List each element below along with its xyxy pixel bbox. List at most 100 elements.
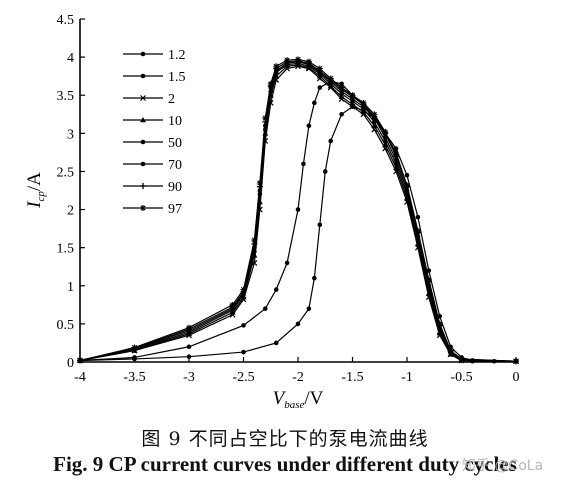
data-point-1.5 (273, 287, 279, 292)
data-point-1.2 (312, 275, 317, 281)
legend-entry-50: 50 (123, 136, 182, 151)
chart-axis-labels: Vbase/V Icp/A (24, 172, 324, 411)
data-point-97 (338, 84, 345, 91)
chart-axes (79, 19, 516, 363)
data-point-1.2 (404, 172, 410, 178)
y-tick-label: 0.5 (57, 318, 75, 333)
data-point-1.2 (295, 321, 301, 327)
legend-label: 90 (168, 180, 182, 195)
data-point-97 (186, 324, 192, 331)
legend-marker (140, 205, 146, 211)
data-point-97 (393, 151, 400, 158)
x-tick-label: -2 (292, 370, 304, 385)
data-point-1.2 (426, 268, 432, 273)
data-point-1.2 (186, 354, 192, 359)
x-tick-label: -1 (401, 370, 413, 385)
x-tick-label: -0.5 (450, 370, 472, 385)
data-point-97 (349, 92, 356, 99)
x-tick-label: -3 (183, 370, 195, 385)
data-point-1.5 (301, 161, 306, 167)
data-point-97 (295, 56, 301, 63)
legend-marker (140, 73, 146, 79)
series-10 (77, 61, 519, 364)
legend-label: 70 (168, 158, 182, 173)
data-point-97 (404, 182, 410, 189)
legend-marker (140, 139, 146, 145)
data-point-10 (382, 141, 389, 148)
data-point-97 (284, 57, 291, 64)
legend-entry-70: 70 (123, 158, 182, 173)
x-tick-label: -1.5 (341, 370, 363, 385)
chart-ticks: -4 -3.5 -3 -2.5 -2 -1.5 -1 -0.5 0 0 0.5 1 1.5 2 2.5 3 3.… (57, 13, 520, 385)
data-point-97 (425, 276, 432, 283)
legend-entry-90: 90 (123, 180, 182, 195)
data-point-97 (240, 286, 247, 293)
series-line-50 (79, 62, 517, 362)
y-tick-label: 0 (67, 356, 74, 371)
legend-marker (140, 161, 146, 167)
chart-legend: 1.2 1.5 2 10 50 70 90 97 (123, 48, 186, 217)
data-point-1.2 (339, 111, 344, 117)
data-point-97 (131, 344, 138, 351)
data-point-97 (447, 347, 454, 354)
legend-entry-1.2: 1.2 (123, 48, 186, 63)
data-point-10 (360, 108, 367, 115)
data-point-1.5 (339, 81, 344, 87)
data-point-1.5 (186, 344, 192, 350)
data-point-97 (305, 58, 312, 65)
data-point-97 (316, 65, 323, 72)
y-tick-label: 3 (67, 127, 74, 142)
data-point-1.5 (263, 306, 268, 311)
legend-label: 97 (168, 202, 182, 217)
y-axis-label: Icp/A (24, 172, 47, 209)
data-point-1.2 (273, 340, 279, 346)
legend-label: 2 (168, 92, 175, 107)
figure-caption-english: Fig. 9 CP current curves under different… (53, 452, 517, 476)
x-tick-label: 0 (513, 370, 520, 385)
x-axis-label: Vbase/V (273, 388, 324, 411)
series-97 (77, 56, 519, 365)
figure-caption-chinese: 图 9 不同占空比下的泵电流曲线 (141, 428, 429, 450)
legend-entry-97: 97 (123, 202, 182, 217)
series-line-10 (79, 64, 517, 362)
data-point-97 (414, 227, 421, 234)
data-point-97 (262, 115, 269, 122)
legend-label: 1.5 (168, 70, 186, 85)
data-point-1.2 (317, 222, 323, 228)
data-point-97 (436, 320, 443, 327)
data-point-97 (77, 357, 83, 364)
watermark-text: 知乎 @CoLa (462, 458, 544, 474)
series-2 (77, 63, 519, 365)
data-point-10 (371, 122, 378, 129)
data-point-97 (256, 179, 263, 186)
y-tick-label: 2 (67, 204, 74, 219)
data-point-1.2 (241, 349, 246, 355)
data-point-1.5 (132, 355, 137, 360)
data-point-97 (267, 80, 274, 87)
data-point-1.2 (415, 214, 421, 220)
data-point-1.5 (241, 323, 246, 328)
chart-series (77, 56, 519, 365)
legend-label: 50 (168, 136, 182, 151)
data-point-1.5 (295, 207, 301, 212)
legend-entry-2: 2 (123, 92, 175, 107)
legend-marker (140, 95, 146, 101)
data-point-97 (360, 99, 367, 106)
y-tick-label: 3.5 (57, 89, 75, 104)
series-line-97 (79, 58, 517, 362)
data-point-97 (382, 128, 389, 135)
y-tick-label: 1.5 (57, 242, 75, 257)
legend-label: 10 (168, 114, 182, 129)
data-point-1.5 (317, 85, 323, 90)
data-point-1.5 (312, 100, 317, 106)
legend-entry-1.5: 1.5 (123, 70, 186, 85)
data-point-97 (513, 358, 519, 365)
legend-marker (140, 183, 146, 189)
y-tick-label: 4 (67, 51, 74, 66)
data-point-1.2 (328, 138, 334, 144)
data-point-97 (371, 111, 378, 118)
x-tick-label: -2.5 (232, 370, 254, 385)
data-point-97 (327, 75, 334, 82)
data-point-1.2 (322, 169, 328, 174)
series-line-2 (79, 65, 517, 362)
